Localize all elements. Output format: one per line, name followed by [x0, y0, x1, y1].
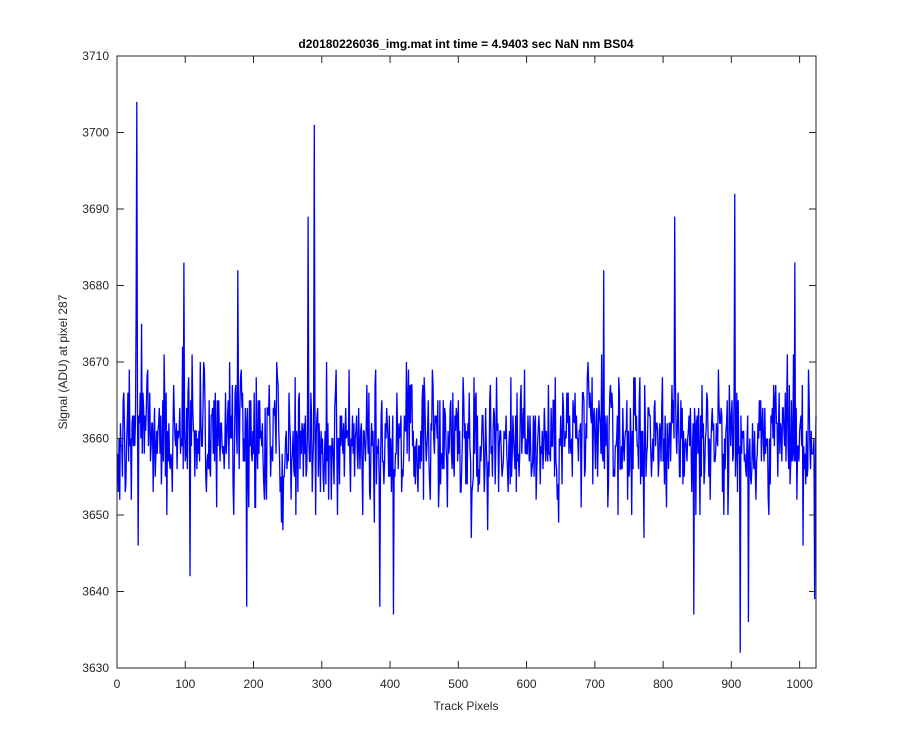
x-tick-label: 900 — [721, 677, 741, 691]
x-tick-label: 700 — [585, 677, 605, 691]
x-tick-label: 100 — [175, 677, 195, 691]
y-axis-label: Signal (ADU) at pixel 287 — [56, 294, 70, 429]
x-tick-label: 600 — [517, 677, 537, 691]
y-tick-label: 3700 — [82, 126, 109, 140]
x-tick-label: 400 — [380, 677, 400, 691]
y-tick-label: 3680 — [82, 279, 109, 293]
y-tick-label: 3650 — [82, 508, 109, 522]
plot-area — [117, 56, 816, 668]
chart-title: d20180226036_img.mat int time = 4.9403 s… — [298, 37, 634, 51]
signal-series-line — [117, 101, 817, 653]
x-tick-label: 300 — [312, 677, 332, 691]
y-tick-label: 3640 — [82, 585, 109, 599]
x-axis-label: Track Pixels — [434, 699, 499, 713]
y-tick-label: 3670 — [82, 355, 109, 369]
y-tick-label: 3630 — [82, 661, 109, 675]
x-tick-label: 200 — [244, 677, 264, 691]
y-tick-label: 3660 — [82, 432, 109, 446]
y-tick-label: 3690 — [82, 202, 109, 216]
y-tick-label: 3710 — [82, 49, 109, 63]
x-axis-ticks: 0 100 200 300 400 500 600 700 800 900 1000 — [114, 56, 813, 691]
y-axis-ticks: 3630 3640 3650 3660 3670 3680 3690 3700 3710 — [82, 49, 816, 675]
x-tick-label: 1000 — [786, 677, 813, 691]
series-layer — [117, 101, 817, 653]
x-tick-label: 500 — [448, 677, 468, 691]
x-tick-label: 0 — [114, 677, 121, 691]
x-tick-label: 800 — [653, 677, 673, 691]
